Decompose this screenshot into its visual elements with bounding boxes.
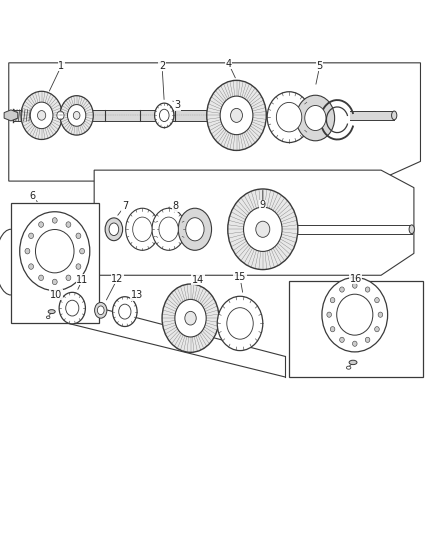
Ellipse shape (66, 222, 71, 227)
Ellipse shape (228, 189, 298, 270)
Ellipse shape (20, 212, 90, 290)
Text: 4: 4 (226, 59, 232, 69)
Ellipse shape (186, 217, 204, 241)
Text: 8: 8 (172, 201, 178, 211)
Ellipse shape (276, 102, 302, 132)
Polygon shape (11, 203, 99, 324)
Text: 7: 7 (122, 201, 128, 211)
Ellipse shape (178, 208, 212, 251)
Ellipse shape (327, 312, 332, 317)
Ellipse shape (392, 111, 397, 120)
Ellipse shape (353, 283, 357, 288)
Ellipse shape (52, 279, 57, 285)
Polygon shape (94, 170, 414, 275)
Ellipse shape (54, 108, 67, 123)
Ellipse shape (244, 207, 282, 252)
Ellipse shape (349, 360, 357, 365)
Ellipse shape (57, 111, 64, 120)
Ellipse shape (52, 217, 57, 223)
Text: 15: 15 (234, 272, 246, 282)
Ellipse shape (378, 312, 383, 317)
Ellipse shape (305, 106, 326, 131)
Ellipse shape (35, 230, 74, 273)
Ellipse shape (230, 108, 243, 123)
Ellipse shape (133, 217, 152, 241)
FancyBboxPatch shape (350, 111, 394, 120)
Ellipse shape (409, 225, 414, 233)
Text: 9: 9 (260, 200, 266, 210)
Ellipse shape (159, 109, 169, 122)
Ellipse shape (207, 80, 266, 150)
Ellipse shape (152, 208, 185, 251)
Polygon shape (289, 280, 423, 377)
Ellipse shape (30, 102, 53, 128)
Ellipse shape (227, 308, 253, 339)
Ellipse shape (126, 208, 159, 251)
Text: 11: 11 (76, 274, 88, 285)
Ellipse shape (46, 316, 50, 319)
Ellipse shape (105, 218, 123, 241)
FancyBboxPatch shape (13, 110, 232, 120)
Ellipse shape (119, 304, 131, 319)
Ellipse shape (374, 327, 379, 332)
Text: 5: 5 (317, 61, 323, 71)
Text: 3: 3 (174, 100, 180, 110)
Ellipse shape (76, 233, 81, 239)
Ellipse shape (39, 222, 43, 227)
Ellipse shape (217, 296, 263, 351)
Ellipse shape (76, 264, 81, 269)
Ellipse shape (159, 217, 178, 241)
Ellipse shape (60, 96, 93, 135)
Ellipse shape (73, 111, 80, 119)
Polygon shape (4, 110, 18, 121)
Ellipse shape (185, 311, 196, 325)
Ellipse shape (21, 91, 62, 140)
Ellipse shape (340, 287, 344, 292)
Ellipse shape (109, 223, 119, 236)
Ellipse shape (66, 300, 79, 316)
Ellipse shape (365, 287, 370, 292)
Ellipse shape (80, 248, 85, 254)
Ellipse shape (95, 302, 107, 318)
Ellipse shape (67, 104, 86, 126)
Ellipse shape (97, 306, 104, 314)
Text: 16: 16 (350, 274, 362, 284)
Text: 1: 1 (58, 61, 64, 71)
Ellipse shape (337, 294, 373, 335)
Ellipse shape (322, 278, 388, 352)
Text: 12: 12 (111, 274, 124, 284)
Ellipse shape (28, 264, 34, 269)
Ellipse shape (353, 341, 357, 346)
Ellipse shape (296, 95, 335, 141)
Ellipse shape (175, 300, 206, 337)
Ellipse shape (267, 92, 311, 142)
Ellipse shape (162, 284, 219, 352)
Ellipse shape (374, 297, 379, 303)
Ellipse shape (48, 310, 55, 313)
Ellipse shape (330, 327, 335, 332)
Text: 13: 13 (131, 290, 143, 301)
Ellipse shape (59, 292, 85, 324)
Ellipse shape (220, 96, 253, 135)
Ellipse shape (340, 337, 344, 342)
Ellipse shape (28, 233, 34, 239)
Text: 10: 10 (50, 290, 62, 300)
Ellipse shape (330, 297, 335, 303)
Ellipse shape (38, 110, 46, 120)
Ellipse shape (25, 248, 30, 254)
Ellipse shape (346, 366, 351, 369)
Ellipse shape (155, 103, 174, 128)
Polygon shape (9, 63, 420, 181)
Ellipse shape (113, 297, 137, 327)
Ellipse shape (365, 337, 370, 342)
Ellipse shape (66, 275, 71, 280)
Text: 2: 2 (159, 61, 165, 71)
Text: 14: 14 (192, 274, 204, 285)
Text: 6: 6 (29, 191, 35, 201)
Ellipse shape (39, 275, 43, 280)
Ellipse shape (256, 221, 270, 237)
